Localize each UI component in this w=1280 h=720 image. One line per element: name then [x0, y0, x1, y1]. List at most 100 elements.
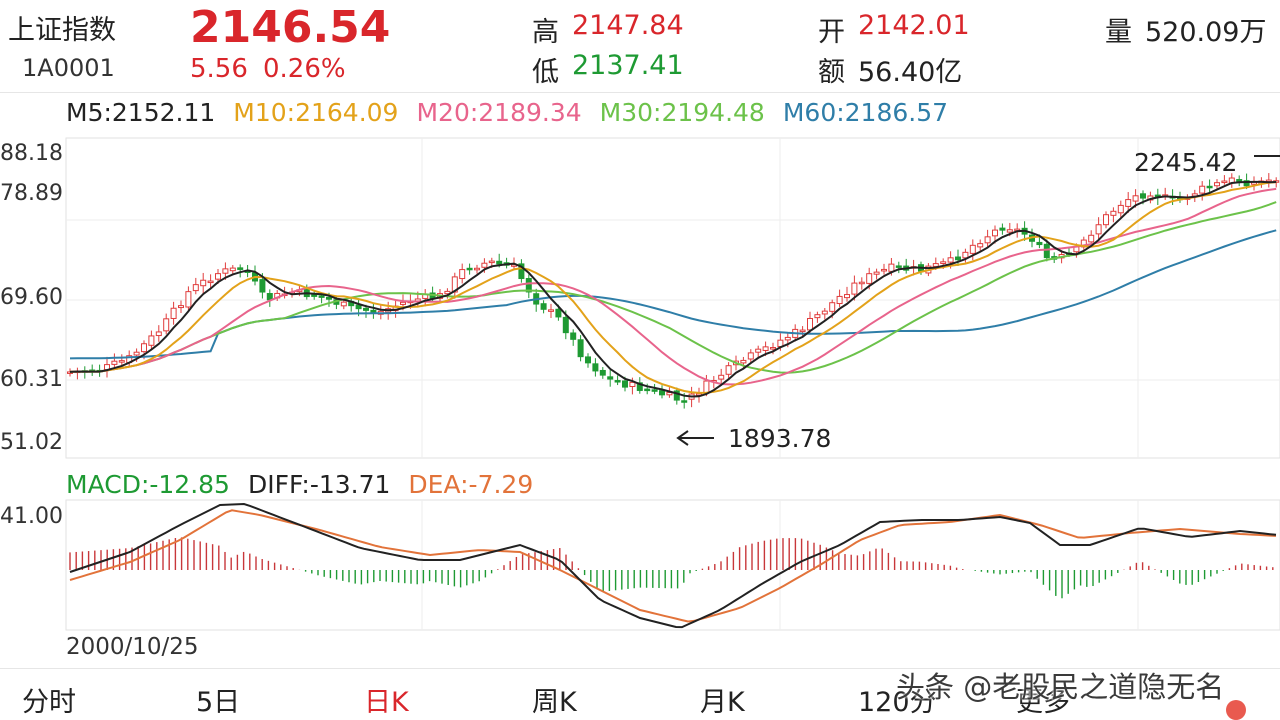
- candle: [525, 278, 532, 293]
- candle: [148, 335, 155, 346]
- candle: [577, 339, 584, 358]
- candle: [755, 348, 762, 353]
- candle: [881, 268, 887, 272]
- low-label: 低: [532, 57, 559, 88]
- candle: [895, 265, 902, 268]
- candle: [562, 316, 569, 334]
- low-annotation: 1893.78: [728, 424, 831, 453]
- price-tick-2: 78.89: [0, 181, 63, 206]
- candle: [466, 267, 473, 271]
- high-annotation: 2245.42: [1134, 148, 1237, 177]
- candle: [207, 280, 214, 284]
- tab-intraday[interactable]: 分时: [22, 687, 76, 718]
- candle: [1132, 195, 1139, 202]
- price-tick-3: 69.60: [0, 285, 63, 310]
- tab-daily-k[interactable]: 日K: [364, 687, 409, 718]
- tab-monthly-k[interactable]: 月K: [700, 687, 745, 718]
- candle: [1088, 234, 1095, 243]
- high-value: 2147.84: [572, 10, 684, 41]
- candle: [762, 346, 769, 351]
- candle: [770, 347, 776, 350]
- dea-value: DEA:-7.29: [408, 470, 534, 499]
- index-name: 上证指数: [8, 15, 116, 46]
- candle: [1140, 193, 1146, 199]
- candle: [222, 268, 229, 274]
- ma60-line: [69, 229, 1277, 360]
- ma20-line: [69, 187, 1277, 386]
- candle: [888, 263, 895, 272]
- ma-legend: M5:2152.11 M10:2164.09 M20:2189.34 M30:2194…: [66, 98, 966, 127]
- candle: [607, 376, 614, 380]
- candle: [474, 267, 480, 271]
- open-value: 2142.01: [858, 10, 970, 41]
- candle: [858, 281, 865, 285]
- candle: [326, 296, 332, 300]
- candle: [992, 229, 998, 237]
- candle: [1221, 180, 1228, 184]
- ma30-value: M30:2194.48: [599, 98, 765, 127]
- candle: [799, 329, 806, 333]
- candle: [1214, 182, 1220, 187]
- candle: [555, 308, 562, 318]
- candle: [725, 365, 732, 375]
- volume-value: 520.09万: [1145, 17, 1267, 48]
- ma5-value: M5:2152.11: [66, 98, 216, 127]
- candle: [518, 263, 525, 280]
- candle: [118, 360, 125, 363]
- candle: [259, 279, 266, 293]
- candle: [155, 331, 162, 337]
- candle: [666, 392, 673, 396]
- candle: [659, 390, 665, 396]
- candle: [1206, 185, 1213, 189]
- candle: [311, 294, 318, 297]
- amount-value: 56.40亿: [858, 57, 963, 88]
- current-price: 2146.54: [190, 2, 391, 53]
- macd-histogram: [69, 537, 1274, 599]
- candle: [829, 302, 836, 312]
- candle: [185, 291, 192, 308]
- candle: [215, 273, 221, 280]
- tab-divider: [0, 668, 1280, 669]
- candle: [821, 310, 828, 315]
- ma10-value: M10:2164.09: [233, 98, 399, 127]
- ma-lines: [69, 180, 1277, 398]
- ma60-value: M60:2186.57: [782, 98, 949, 127]
- candle: [170, 307, 177, 319]
- candle: [363, 307, 369, 311]
- dea-line: [69, 509, 1277, 623]
- candle: [740, 359, 747, 364]
- candle: [629, 381, 636, 388]
- candle: [340, 301, 347, 307]
- candle: [807, 317, 813, 331]
- macd-axis-label: 41.00: [0, 504, 63, 529]
- candle: [1095, 224, 1102, 235]
- low-value: 2137.41: [572, 50, 684, 81]
- candle: [947, 257, 954, 263]
- candle: [488, 260, 495, 264]
- candle: [622, 380, 628, 388]
- tab-120min[interactable]: 120分: [858, 687, 937, 718]
- candle: [111, 360, 118, 365]
- candle: [636, 382, 643, 391]
- candle: [355, 304, 362, 310]
- candle: [540, 303, 547, 310]
- candle: [681, 400, 688, 403]
- tab-5day[interactable]: 5日: [196, 687, 241, 718]
- candle: [614, 380, 621, 383]
- macd-lines: [69, 502, 1277, 629]
- candle: [984, 236, 991, 244]
- candle: [133, 351, 140, 356]
- candle: [444, 290, 451, 295]
- candle: [400, 301, 406, 305]
- candle: [1043, 243, 1050, 259]
- date-label: 2000/10/25: [66, 634, 199, 660]
- candle: [1103, 214, 1109, 226]
- candles: [67, 173, 1280, 409]
- price-tick-5: 51.02: [0, 430, 63, 455]
- diff-value: DIFF:-13.71: [247, 470, 391, 499]
- tab-more[interactable]: 更多: [1016, 687, 1070, 718]
- candle: [318, 295, 325, 298]
- candle: [866, 273, 873, 284]
- tab-weekly-k[interactable]: 周K: [532, 687, 577, 718]
